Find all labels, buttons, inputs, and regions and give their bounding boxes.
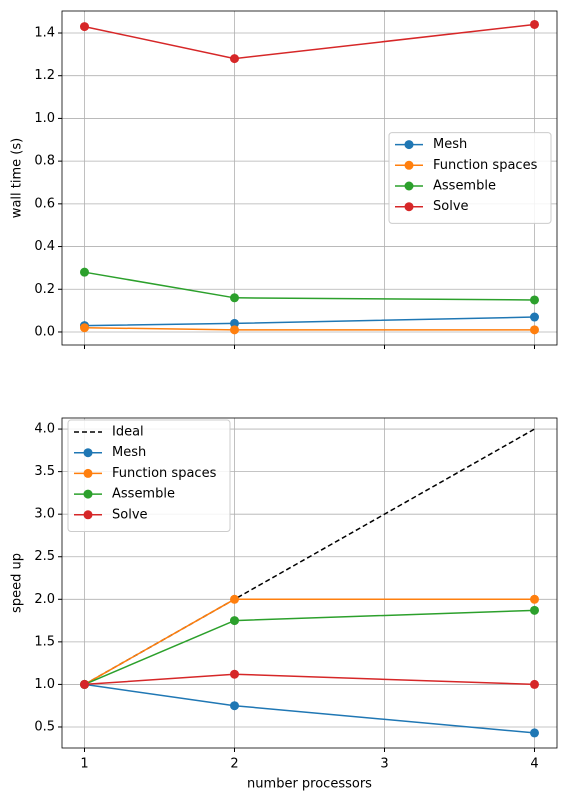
legend-marker <box>83 510 93 520</box>
y-tick-label: 4.0 <box>34 422 55 437</box>
series-line <box>84 23 535 60</box>
y-axis-label: speed up <box>10 553 25 613</box>
y-axis-label: wall time (s) <box>10 138 25 218</box>
y-tick-label: 1.0 <box>34 677 55 692</box>
x-tick-label: 4 <box>530 757 538 772</box>
y-tick-label: 1.4 <box>34 25 55 40</box>
legend-marker <box>83 448 93 458</box>
x-tick-label: 1 <box>80 757 88 772</box>
y-tick-label: 0.8 <box>34 154 55 169</box>
y-tick-label: 0.4 <box>34 239 55 254</box>
data-point <box>530 312 539 322</box>
legend-marker <box>404 202 414 212</box>
series-line <box>84 271 535 301</box>
legend-label: Assemble <box>433 179 496 194</box>
plot-frame <box>61 417 558 749</box>
legend-label: Assemble <box>112 487 175 502</box>
data-point <box>230 594 239 604</box>
legend-box <box>67 419 231 532</box>
series-line <box>84 326 535 331</box>
legend-box <box>388 132 552 224</box>
legend-label: Solve <box>112 507 148 522</box>
data-point <box>530 325 539 335</box>
x-axis-label: number processors <box>247 777 372 792</box>
data-point <box>80 22 89 32</box>
data-point <box>80 679 89 689</box>
legend-marker <box>404 181 414 191</box>
legend-label: Ideal <box>112 425 144 440</box>
data-point <box>530 19 539 29</box>
data-point <box>530 728 539 738</box>
data-point <box>230 701 239 711</box>
y-tick-label: 1.0 <box>34 111 55 126</box>
x-tick-label: 2 <box>230 757 238 772</box>
legend-marker <box>404 140 414 150</box>
data-point <box>230 293 239 303</box>
data-point <box>80 267 89 277</box>
y-tick-label: 1.2 <box>34 68 55 83</box>
data-point <box>230 669 239 679</box>
y-tick-label: 0.6 <box>34 196 55 211</box>
series-line <box>84 673 535 686</box>
data-point <box>80 323 89 333</box>
y-tick-label: 2.0 <box>34 592 55 607</box>
series-line <box>84 316 535 327</box>
data-point <box>530 679 539 689</box>
data-point <box>230 54 239 64</box>
x-tick-label: 3 <box>380 757 388 772</box>
legend-marker <box>83 489 93 499</box>
legend-label: Function spaces <box>433 158 538 173</box>
data-point <box>230 616 239 626</box>
legend-label: Mesh <box>112 445 146 460</box>
y-tick-label: 2.5 <box>34 549 55 564</box>
y-tick-label: 0.5 <box>34 719 55 734</box>
legend-marker <box>83 468 93 478</box>
data-point <box>530 594 539 604</box>
data-point <box>530 605 539 615</box>
legend-marker <box>404 160 414 170</box>
y-tick-label: 3.5 <box>34 464 55 479</box>
data-point <box>230 318 239 328</box>
y-tick-label: 1.5 <box>34 634 55 649</box>
plot-frame <box>61 10 558 346</box>
legend-label: Function spaces <box>112 466 217 481</box>
y-tick-label: 0.0 <box>34 324 55 339</box>
y-tick-label: 3.0 <box>34 507 55 522</box>
y-tick-label: 0.2 <box>34 282 55 297</box>
series-line <box>84 609 535 686</box>
legend-label: Mesh <box>433 137 467 152</box>
legend-label: Solve <box>433 199 469 214</box>
series-line <box>84 683 535 734</box>
data-point <box>530 295 539 305</box>
data-point <box>230 325 239 335</box>
